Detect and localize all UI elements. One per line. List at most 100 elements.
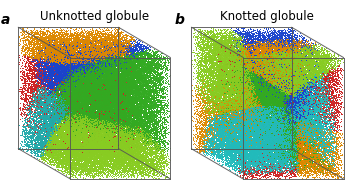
Point (218, 45, 223, 48)
Point (242, 130, 247, 133)
Point (37, 31, 43, 34)
Point (298, 95, 304, 98)
Point (226, 58, 232, 61)
Point (253, 58, 259, 61)
Point (38, 154, 44, 157)
Point (84, 53, 90, 56)
Point (58, 74, 64, 77)
Point (124, 52, 129, 55)
Point (265, 108, 271, 111)
Point (236, 102, 241, 105)
Point (285, 75, 291, 78)
Point (54, 110, 60, 113)
Point (107, 93, 112, 96)
Point (43, 157, 48, 160)
Point (291, 64, 296, 67)
Point (297, 137, 303, 140)
Point (94, 76, 100, 79)
Point (95, 131, 101, 134)
Point (246, 132, 251, 135)
Point (318, 84, 323, 87)
Point (317, 141, 323, 144)
Point (105, 50, 110, 53)
Point (67, 72, 73, 75)
Point (85, 148, 90, 151)
Point (207, 103, 212, 106)
Point (335, 153, 340, 156)
Point (213, 85, 219, 88)
Point (256, 35, 261, 38)
Point (95, 73, 100, 76)
Point (242, 115, 247, 118)
Point (99, 147, 105, 150)
Point (229, 63, 234, 66)
Point (33, 123, 39, 126)
Point (307, 78, 313, 81)
Point (71, 156, 77, 160)
Point (121, 45, 127, 48)
Point (128, 121, 133, 124)
Point (93, 148, 99, 151)
Point (131, 118, 136, 121)
Point (71, 56, 77, 59)
Point (88, 60, 94, 63)
Point (208, 37, 214, 40)
Point (239, 110, 244, 113)
Point (147, 57, 153, 60)
Point (63, 54, 69, 57)
Point (240, 52, 246, 55)
Point (112, 49, 118, 52)
Point (267, 52, 273, 55)
Point (245, 101, 250, 104)
Point (119, 146, 125, 149)
Point (238, 136, 243, 139)
Point (274, 75, 279, 78)
Point (47, 116, 53, 119)
Point (233, 53, 238, 56)
Point (265, 65, 270, 68)
Point (192, 65, 197, 68)
Point (93, 60, 99, 64)
Point (268, 116, 274, 119)
Point (273, 104, 278, 107)
Point (105, 65, 111, 68)
Point (104, 105, 109, 108)
Point (72, 157, 78, 160)
Point (270, 91, 276, 94)
Point (294, 95, 300, 98)
Point (233, 80, 238, 83)
Point (103, 75, 108, 78)
Point (29, 74, 35, 77)
Point (118, 132, 123, 135)
Point (73, 141, 79, 144)
Point (282, 111, 287, 114)
Point (236, 72, 241, 75)
Point (270, 98, 276, 101)
Point (86, 90, 92, 93)
Point (259, 124, 265, 127)
Point (325, 165, 330, 168)
Point (283, 88, 289, 91)
Point (99, 66, 105, 69)
Point (90, 117, 95, 120)
Point (81, 59, 86, 62)
Point (115, 153, 121, 156)
Point (31, 53, 36, 57)
Point (256, 113, 262, 116)
Point (284, 129, 289, 132)
Point (242, 154, 248, 157)
Point (82, 73, 88, 76)
Point (241, 67, 247, 70)
Point (86, 150, 92, 153)
Point (143, 97, 148, 100)
Point (128, 134, 133, 137)
Point (149, 132, 155, 135)
Point (136, 114, 142, 117)
Point (139, 62, 145, 65)
Point (109, 41, 115, 44)
Point (236, 39, 241, 42)
Point (61, 152, 67, 155)
Point (94, 120, 100, 123)
Point (141, 112, 147, 115)
Point (67, 33, 73, 36)
